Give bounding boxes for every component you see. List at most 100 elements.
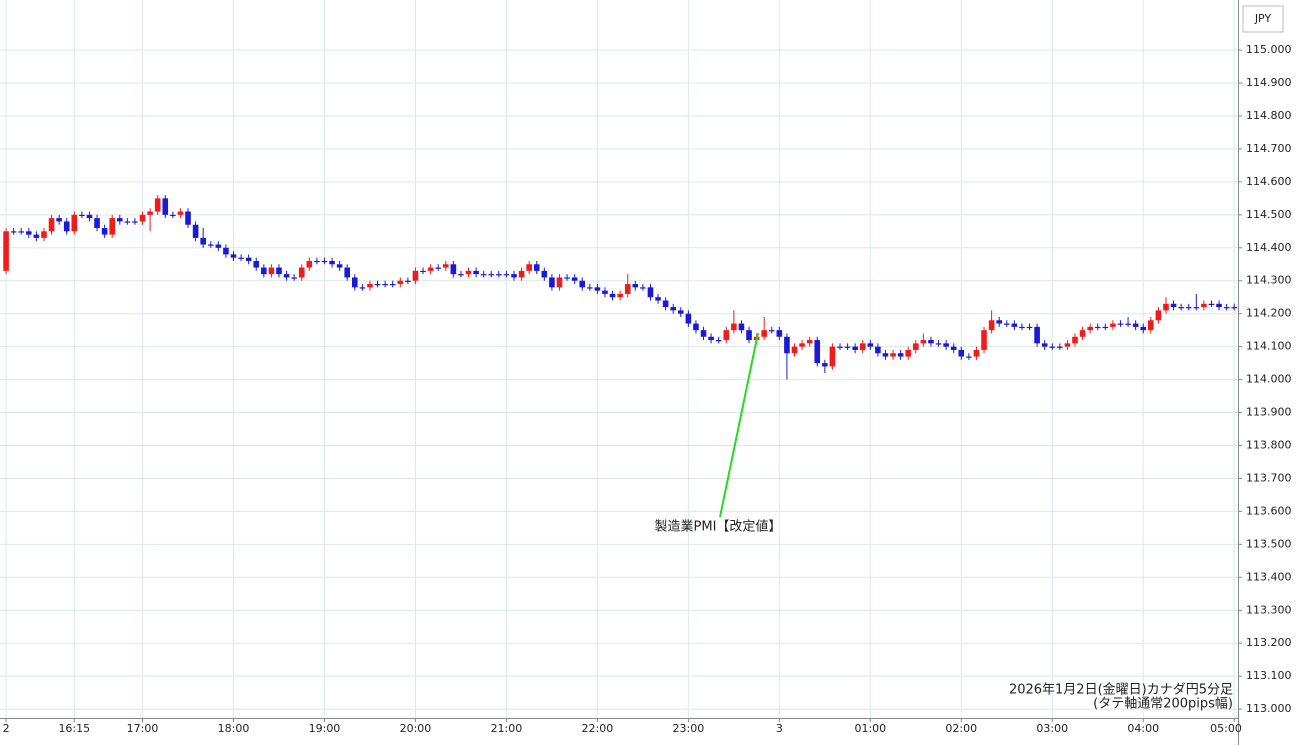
candle-body	[556, 277, 563, 288]
x-tick-label: 16:15	[58, 722, 90, 735]
x-tick-label: 01:00	[854, 722, 886, 735]
candle-body	[238, 257, 244, 259]
candle-body	[1041, 343, 1048, 347]
candle-body	[116, 218, 123, 222]
candle-body	[1163, 303, 1169, 311]
x-tick-label: 22:00	[582, 722, 614, 735]
candle-body	[1094, 326, 1101, 329]
candle-body	[442, 264, 449, 268]
y-tick-label: 114.800	[1246, 109, 1292, 122]
candle-body	[1117, 323, 1124, 325]
candle-body	[374, 284, 381, 286]
candle-body	[3, 231, 9, 271]
candle-body	[420, 270, 426, 273]
candle-body	[950, 346, 957, 350]
candle-body	[496, 274, 502, 276]
candle-body	[897, 353, 904, 357]
candle-body	[132, 221, 138, 223]
y-tick-label: 114.000	[1246, 373, 1292, 386]
y-tick-label: 114.100	[1246, 340, 1292, 353]
x-tick-label: 05:00	[1210, 722, 1242, 735]
x-tick-label: 04:00	[1127, 722, 1159, 735]
candle-body	[26, 231, 32, 235]
candle-body	[503, 274, 510, 276]
candle-body	[1125, 323, 1131, 325]
candle-body	[920, 340, 927, 344]
candle-body	[1170, 303, 1177, 308]
y-tick-label: 115.000	[1246, 43, 1292, 56]
candle-body	[1026, 326, 1033, 329]
y-tick-label: 113.000	[1246, 702, 1292, 715]
candle-body	[382, 284, 388, 286]
candle-body	[746, 330, 752, 341]
candle-body	[412, 270, 419, 281]
candle-body	[192, 224, 199, 238]
candle-body	[139, 214, 146, 222]
candle-body	[450, 264, 457, 275]
grid	[0, 0, 1238, 718]
candle-body	[261, 267, 267, 275]
candle-body	[806, 340, 813, 344]
x-tick-label: 19:00	[309, 722, 341, 735]
candle-body	[458, 274, 464, 276]
candle-body	[109, 218, 116, 235]
candle-body	[1079, 330, 1086, 337]
candle-body	[154, 198, 161, 212]
candle-body	[738, 323, 745, 331]
candle-body	[1132, 323, 1139, 327]
candle-body	[283, 274, 290, 278]
candle-body	[389, 284, 396, 286]
candle-body	[859, 343, 866, 350]
candle-body	[1011, 323, 1018, 327]
x-tick-label: 20:00	[400, 722, 432, 735]
candle-body	[1216, 303, 1222, 308]
candle-body	[1178, 307, 1184, 309]
candle-body	[33, 234, 40, 238]
candle-body	[571, 277, 578, 281]
candle-body	[822, 363, 828, 367]
candle-body	[715, 340, 722, 342]
candle-body	[723, 330, 730, 341]
candle-body	[973, 349, 980, 357]
candle-body	[700, 330, 707, 337]
candle-body	[1003, 323, 1010, 325]
candle-body	[215, 244, 222, 248]
candle-body	[867, 343, 874, 347]
y-tick-label: 114.900	[1246, 76, 1292, 89]
candle-body	[1034, 326, 1040, 344]
candle-body	[935, 343, 942, 345]
x-tick-label: 23:00	[673, 722, 705, 735]
candle-body	[890, 353, 896, 357]
candle-body	[1231, 307, 1238, 309]
candle-body	[594, 287, 601, 291]
candle-body	[852, 346, 858, 350]
candle-body	[655, 297, 661, 301]
y-tick-label: 113.700	[1246, 471, 1292, 484]
x-tick-label: 17:00	[127, 722, 159, 735]
x-tick-label: 3	[776, 722, 783, 735]
candle-body	[71, 214, 78, 232]
candle-body	[405, 280, 411, 282]
candle-body	[1064, 343, 1071, 347]
candle-body	[677, 310, 684, 314]
candle-body	[693, 323, 699, 331]
candle-body	[526, 264, 532, 271]
candle-body	[245, 257, 252, 261]
candle-body	[223, 247, 229, 255]
candle-body	[837, 346, 843, 348]
candle-body	[1201, 303, 1207, 308]
y-tick-label: 114.400	[1246, 241, 1292, 254]
candle-body	[602, 290, 608, 294]
candle-body	[207, 244, 214, 246]
candle-body	[473, 270, 479, 275]
candle-body	[1148, 320, 1154, 331]
candle-body	[359, 287, 366, 289]
candle-body	[367, 284, 373, 288]
candle-body	[685, 313, 692, 324]
candle-body	[943, 343, 949, 347]
footnote: (タテ軸通常200pips幅)	[1093, 697, 1233, 712]
candle-body	[200, 237, 206, 245]
y-tick-label: 113.300	[1246, 603, 1292, 616]
